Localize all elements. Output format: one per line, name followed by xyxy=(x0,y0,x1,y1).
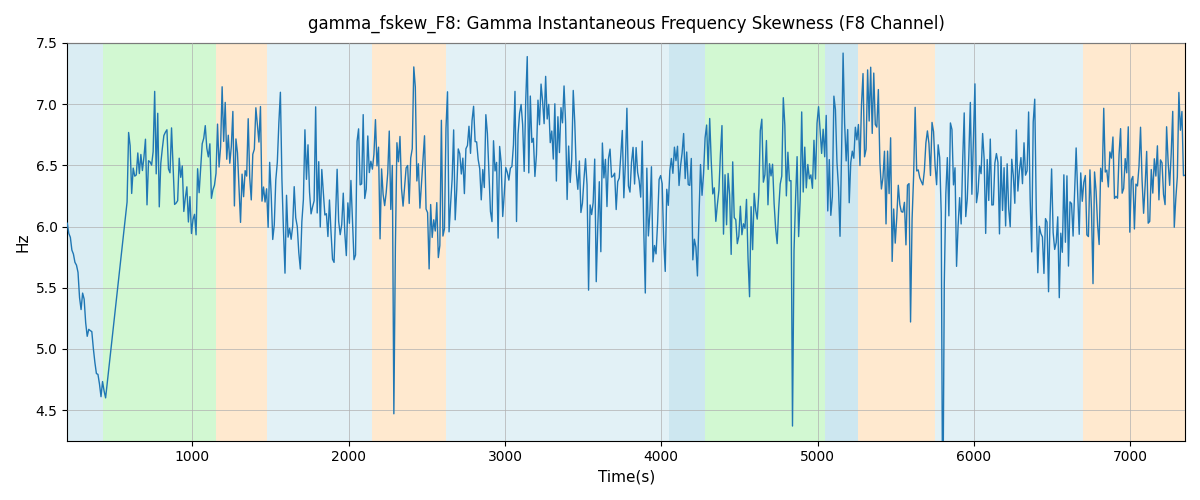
Bar xyxy=(103,43,216,440)
Bar xyxy=(858,43,935,440)
Bar xyxy=(1057,43,1084,440)
Bar xyxy=(216,43,268,440)
Bar xyxy=(268,43,372,440)
Bar xyxy=(935,43,1057,440)
Title: gamma_fskew_F8: Gamma Instantaneous Frequency Skewness (F8 Channel): gamma_fskew_F8: Gamma Instantaneous Freq… xyxy=(307,15,944,34)
Bar xyxy=(1084,43,1186,440)
Bar xyxy=(372,43,445,440)
Bar xyxy=(670,43,706,440)
Bar xyxy=(445,43,670,440)
Y-axis label: Hz: Hz xyxy=(16,232,30,252)
Bar xyxy=(706,43,826,440)
Bar xyxy=(67,43,103,440)
Bar xyxy=(826,43,858,440)
X-axis label: Time(s): Time(s) xyxy=(598,470,655,485)
